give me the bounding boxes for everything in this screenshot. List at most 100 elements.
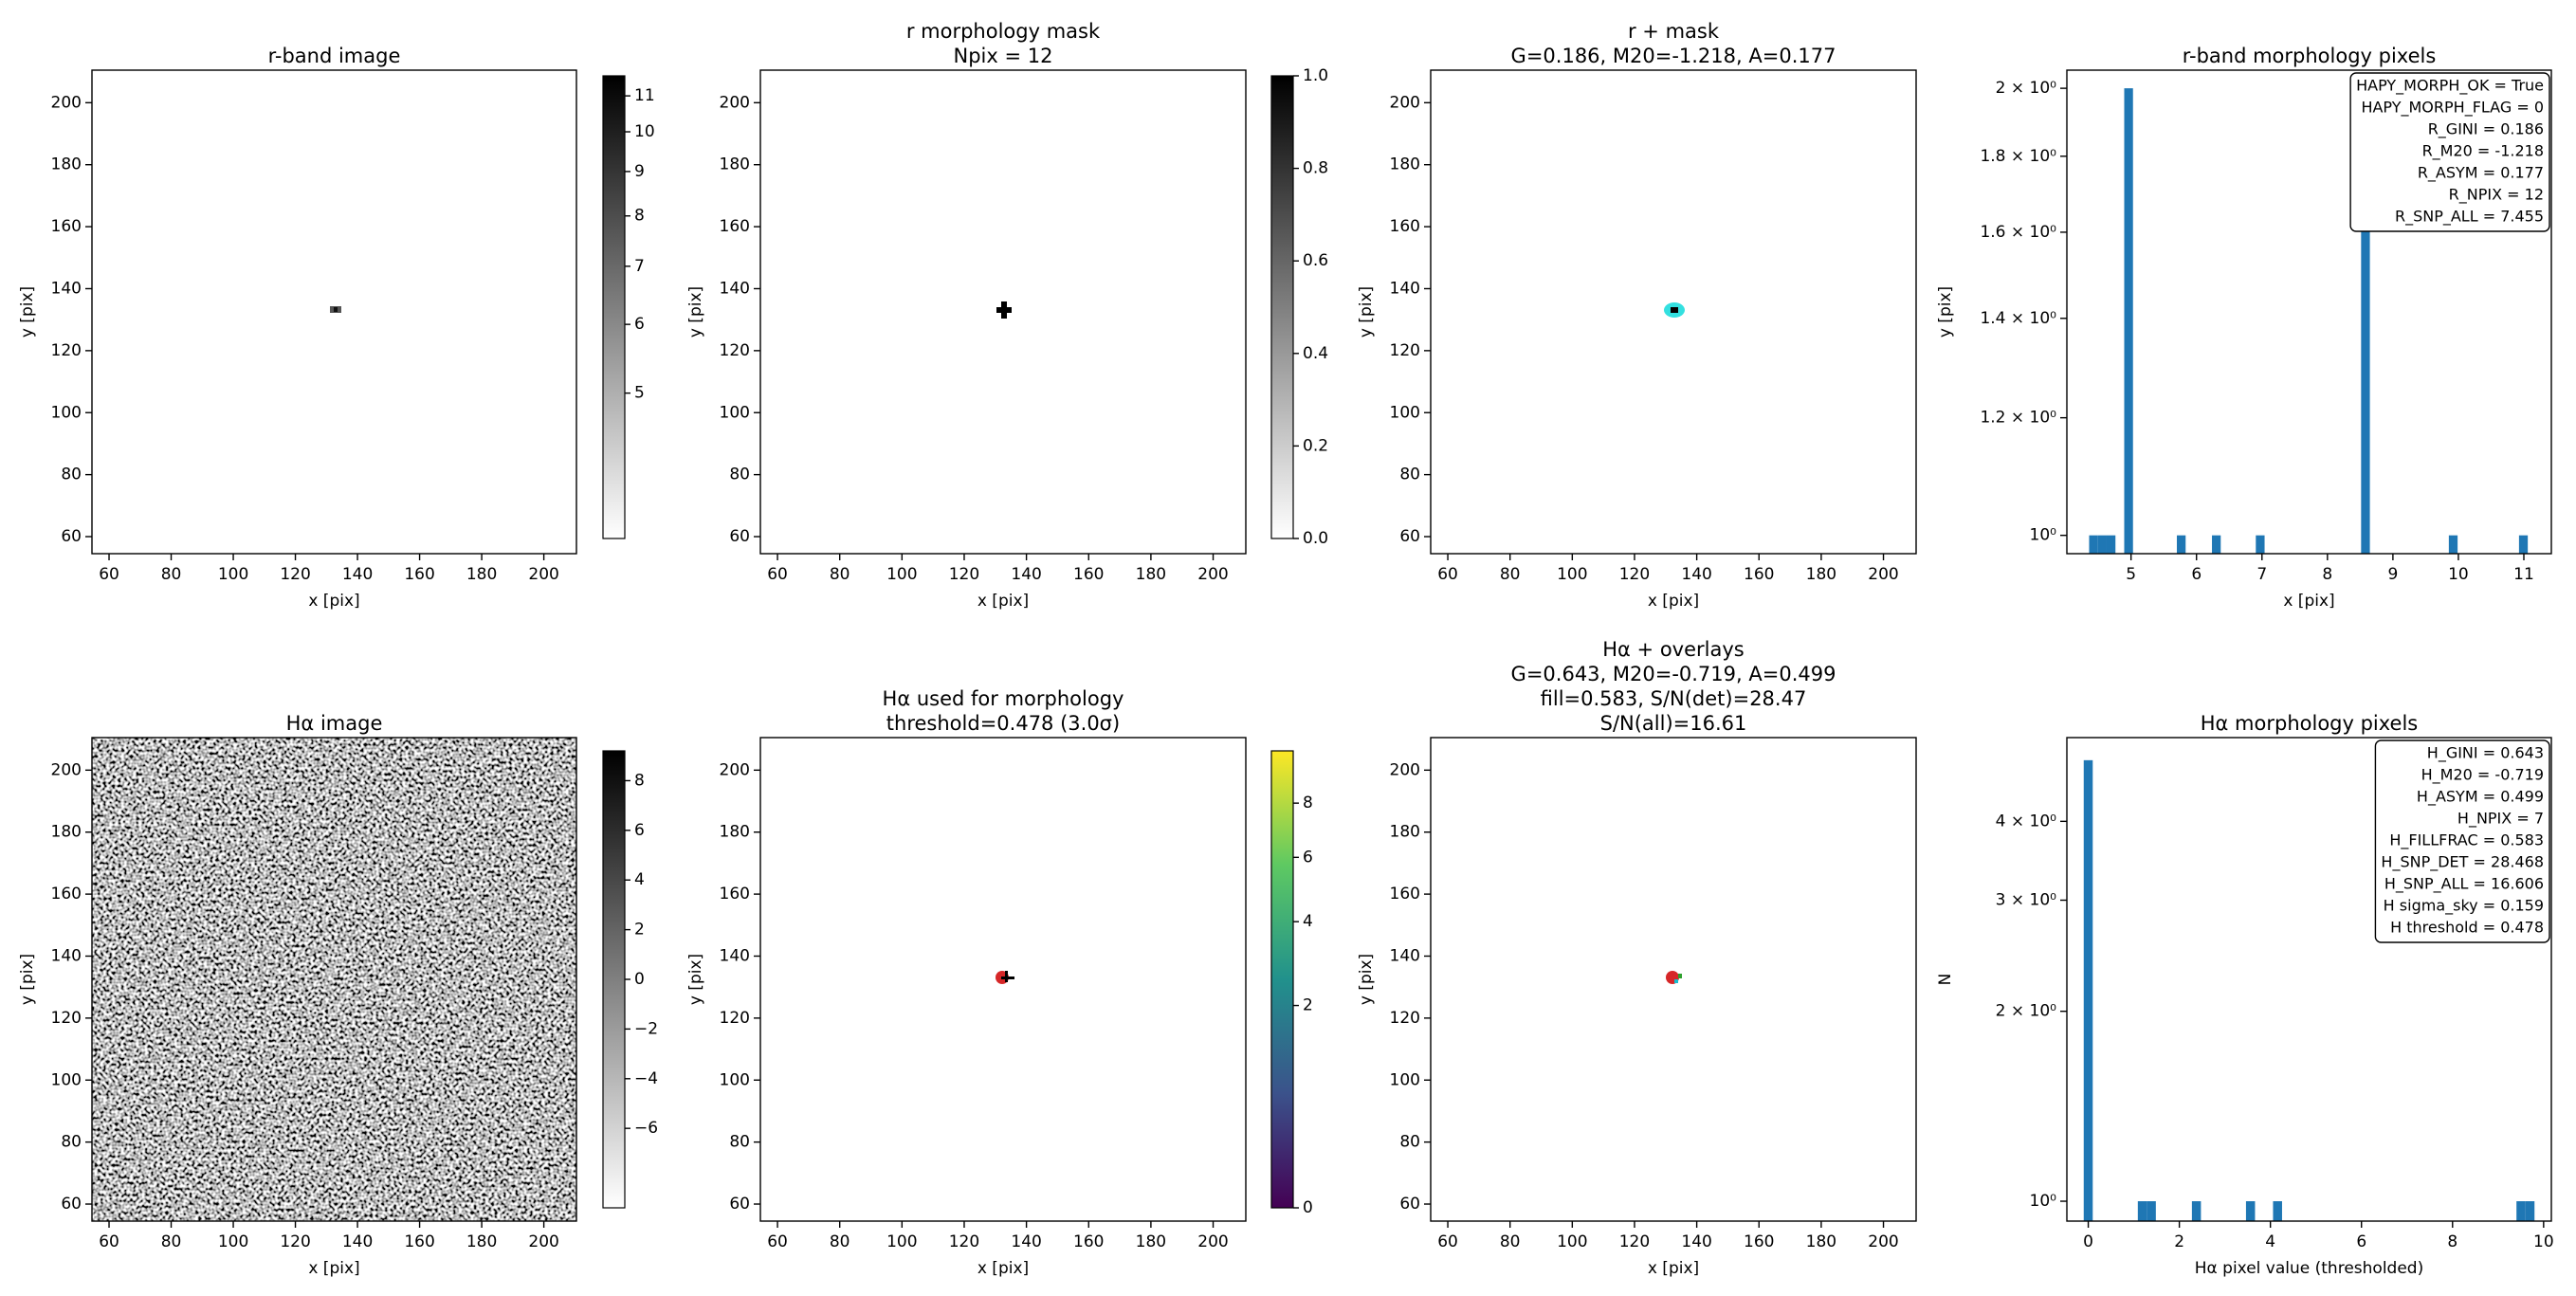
annotation-line: H_M20 = -0.719 — [2421, 766, 2544, 785]
y-tick-label: 140 — [51, 946, 82, 965]
annotation-line: H_GINI = 0.643 — [2427, 744, 2544, 763]
x-axis-label: x [pix] — [1648, 1259, 1699, 1278]
y-tick-label: 80 — [1399, 465, 1420, 484]
y-tick-label: 200 — [720, 760, 750, 779]
y-axis-label: N — [1936, 974, 1955, 986]
y-tick-label: 10⁰ — [2030, 1192, 2057, 1211]
x-tick-label: 200 — [528, 1232, 558, 1251]
y-tick-label: 1.8 × 10⁰ — [1980, 147, 2056, 166]
x-tick-label: 160 — [404, 1232, 434, 1251]
x-tick-label: 200 — [1868, 565, 1898, 584]
annotation-line: H_FILLFRAC = 0.583 — [2389, 831, 2544, 850]
x-tick-label: 180 — [1136, 565, 1166, 584]
hist-bar — [2177, 535, 2186, 554]
colorbar-tick-label: 10 — [634, 122, 655, 141]
colorbar-tick-label: 0.4 — [1303, 344, 1328, 363]
annotation-line: HAPY_MORPH_OK = True — [2356, 77, 2544, 96]
y-tick-label: 180 — [51, 155, 82, 174]
hist-bar — [2361, 88, 2370, 554]
hist-bar — [2518, 535, 2529, 554]
colorbar — [1270, 750, 1294, 1209]
panel-title: S/N(all)=16.61 — [1600, 712, 1747, 735]
y-tick-label: 100 — [51, 403, 82, 422]
x-axis-label: x [pix] — [2283, 592, 2334, 611]
x-tick-label: 60 — [99, 1232, 119, 1251]
annotation-line: H threshold = 0.478 — [2390, 919, 2544, 937]
y-tick-label: 80 — [61, 465, 82, 484]
x-axis-label: Hα pixel value (thresholded) — [2195, 1259, 2423, 1278]
y-tick-label: 1.4 × 10⁰ — [1980, 309, 2056, 328]
x-tick-label: 100 — [886, 565, 917, 584]
colorbar-tick-label: 0.8 — [1303, 159, 1328, 178]
y-tick-label: 60 — [729, 1195, 750, 1214]
hist-bar — [2256, 535, 2265, 554]
x-tick-label: 160 — [1073, 1232, 1104, 1251]
x-tick-label: 120 — [280, 1232, 310, 1251]
y-tick-label: 160 — [51, 885, 82, 904]
panel-title: fill=0.583, S/N(det)=28.47 — [1541, 687, 1807, 710]
y-tick-label: 10⁰ — [2030, 526, 2057, 545]
panel-title: G=0.643, M20=-0.719, A=0.499 — [1511, 663, 1836, 685]
x-tick-label: 60 — [767, 1232, 788, 1251]
y-tick-label: 100 — [720, 1070, 750, 1089]
y-tick-label: 120 — [1390, 341, 1420, 360]
hist-bar — [2124, 88, 2133, 554]
y-tick-label: 60 — [729, 527, 750, 546]
colorbar-tick-label: −6 — [634, 1119, 658, 1138]
x-tick-label: 100 — [218, 565, 248, 584]
y-tick-label: 200 — [1390, 93, 1420, 112]
x-tick-label: 160 — [1744, 1232, 1774, 1251]
y-tick-label: 160 — [51, 217, 82, 236]
hist-bar — [2245, 1201, 2256, 1221]
y-tick-label: 3 × 10⁰ — [1996, 890, 2056, 909]
x-tick-label: 180 — [466, 1232, 497, 1251]
x-tick-label: 6 — [2191, 565, 2201, 584]
panel-title: Npix = 12 — [954, 45, 1053, 67]
x-axis-label: x [pix] — [1648, 592, 1699, 611]
x-tick-label: 80 — [161, 565, 182, 584]
y-tick-label: 200 — [51, 93, 82, 112]
axes-frame — [2066, 737, 2552, 1222]
panel-title: r morphology mask — [906, 20, 1101, 43]
colorbar-tick-label: 8 — [634, 207, 645, 226]
panel-title: r + mask — [1628, 20, 1720, 43]
x-tick-label: 140 — [342, 565, 373, 584]
colorbar — [602, 750, 626, 1209]
x-tick-label: 160 — [1744, 565, 1774, 584]
y-tick-label: 160 — [720, 885, 750, 904]
hist-bar — [2089, 535, 2098, 554]
x-tick-label: 200 — [528, 565, 558, 584]
y-tick-label: 160 — [1390, 885, 1420, 904]
x-tick-label: 120 — [1619, 565, 1650, 584]
panel-title: threshold=0.478 (3.0σ) — [886, 712, 1120, 735]
y-tick-label: 200 — [720, 93, 750, 112]
y-tick-label: 1.6 × 10⁰ — [1980, 223, 2056, 242]
annotation-line: HAPY_MORPH_FLAG = 0 — [2361, 99, 2544, 118]
annotation-line: H_ASYM = 0.499 — [2417, 788, 2544, 807]
mask-pixels — [1001, 301, 1007, 319]
x-tick-label: 120 — [280, 565, 310, 584]
y-tick-label: 200 — [1390, 760, 1420, 779]
colorbar-tick-label: 1.0 — [1303, 66, 1328, 85]
x-tick-label: 80 — [830, 1232, 850, 1251]
annotation-line: R_SNP_ALL = 7.455 — [2395, 208, 2544, 227]
axes-frame — [1430, 69, 1917, 555]
panel-title: r-band morphology pixels — [2183, 45, 2437, 67]
y-axis-label: y [pix] — [18, 286, 37, 338]
hist-bar — [2525, 1201, 2535, 1221]
x-tick-label: 8 — [2447, 1232, 2457, 1251]
x-tick-label: 160 — [1073, 565, 1104, 584]
x-tick-label: 140 — [1011, 1232, 1041, 1251]
y-tick-label: 60 — [61, 1195, 82, 1214]
ha-overlay — [1678, 974, 1682, 978]
colorbar-tick-label: 8 — [1303, 794, 1313, 812]
x-tick-label: 80 — [1500, 565, 1521, 584]
axes-frame — [91, 69, 577, 555]
x-tick-label: 60 — [99, 565, 119, 584]
colorbar — [602, 75, 626, 539]
y-tick-label: 2 × 10⁰ — [1996, 79, 2056, 98]
hist-bar — [2191, 1201, 2201, 1221]
annotation-box — [2349, 72, 2550, 232]
y-tick-label: 180 — [720, 823, 750, 842]
